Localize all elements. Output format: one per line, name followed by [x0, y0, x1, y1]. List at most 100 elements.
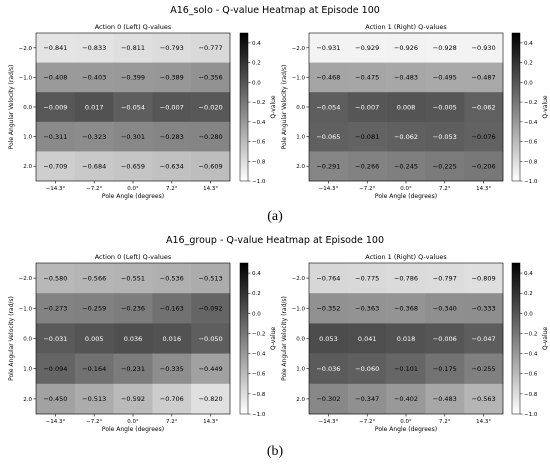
heatmap-cell — [347, 263, 387, 294]
heatmap-cell — [191, 353, 231, 385]
x-tick-label: −7.2° — [86, 186, 102, 192]
cell-value-label: −0.356 — [199, 74, 223, 82]
heatmap-cell — [152, 353, 192, 385]
heatmap-cell — [347, 323, 387, 354]
heatmap-panel: Action 1 (Right) Q-values −0.764 −0.775 −0.… — [281, 253, 549, 433]
heatmap-cell — [347, 151, 387, 182]
x-tick-label: 0.0° — [400, 186, 412, 192]
colorbar-tick-label: −0.6 — [252, 372, 266, 378]
cell-value-label: −0.311 — [43, 133, 67, 141]
heatmap-cell — [74, 323, 114, 354]
cell-value-label: −0.054 — [121, 103, 145, 111]
heatmap-cell — [191, 293, 231, 324]
colorbar-tick-label: −0.6 — [524, 372, 538, 378]
x-tick-label: −7.2° — [359, 419, 375, 425]
heatmap-cell — [464, 92, 504, 123]
heatmap-cell — [113, 293, 153, 324]
heatmap-cell — [113, 383, 153, 415]
cell-value-label: −0.551 — [121, 274, 145, 282]
heatmap-panel: Action 1 (Right) Q-values −0.931 −0.929 −0.… — [281, 23, 549, 200]
cell-value-label: −0.363 — [355, 305, 379, 313]
colorbar-tick-label: 0.4 — [524, 271, 533, 277]
cell-value-label: −0.175 — [433, 365, 457, 373]
figure-suptitle: A16_group - Q-value Heatmap at Episode 1… — [166, 235, 384, 246]
heatmap-cell — [309, 293, 349, 324]
cell-value-label: −0.062 — [394, 133, 418, 141]
cell-value-label: −0.468 — [316, 74, 340, 82]
y-tick-label: −1.0 — [19, 75, 33, 81]
cell-value-label: −0.403 — [82, 74, 106, 82]
colorbar-tick-label: −0.2 — [252, 100, 265, 106]
heatmap-cell — [425, 121, 465, 152]
cell-value-label: −0.101 — [394, 365, 418, 373]
cell-value-label: −0.065 — [316, 133, 340, 141]
heatmap-cell — [347, 293, 387, 324]
x-tick-label: 0.0° — [127, 419, 139, 425]
heatmap-cell — [36, 62, 76, 93]
cell-value-label: −0.389 — [160, 74, 184, 82]
cell-value-label: −0.513 — [82, 395, 106, 403]
cell-value-label: −0.786 — [394, 274, 418, 282]
colorbar-tick-label: −0.4 — [252, 120, 266, 126]
heatmap-cell — [36, 121, 76, 152]
y-tick-label: 2.0 — [296, 164, 305, 170]
heatmap-cell — [386, 353, 426, 385]
cell-value-label: −0.053 — [433, 133, 457, 141]
colorbar-tick-label: −0.8 — [524, 159, 538, 165]
heatmap-cell — [386, 121, 426, 152]
colorbar-tick-label: 0.2 — [524, 61, 533, 67]
cell-value-label: −0.005 — [433, 103, 457, 111]
cell-value-label: −0.323 — [82, 133, 106, 141]
cell-value-label: −0.291 — [316, 163, 340, 171]
heatmap-cell — [425, 323, 465, 354]
y-tick-label: 0.0 — [296, 337, 305, 343]
heatmap-cell — [309, 33, 349, 63]
heatmap-cell — [152, 293, 192, 324]
heatmap-cell — [36, 151, 76, 182]
heatmap-cell — [464, 323, 504, 354]
x-tick-label: 7.2° — [166, 186, 178, 192]
heatmap-cell — [36, 263, 76, 294]
heatmap-cell — [464, 263, 504, 294]
colorbar-tick-label: −0.4 — [524, 120, 538, 126]
y-tick-label: −2.0 — [19, 276, 33, 282]
x-tick-label: 0.0° — [400, 419, 412, 425]
cell-value-label: −0.659 — [121, 163, 145, 171]
cell-value-label: 0.017 — [85, 103, 104, 111]
heatmap-cell — [152, 62, 192, 93]
cell-value-label: 0.016 — [162, 335, 181, 343]
cell-value-label: 0.041 — [358, 335, 377, 343]
heatmap-cell — [425, 383, 465, 415]
cell-value-label: −0.402 — [394, 395, 418, 403]
colorbar-tick-label: 0.2 — [252, 291, 261, 297]
heatmap-cell — [36, 293, 76, 324]
heatmap-cell — [191, 383, 231, 415]
heatmap-cell — [113, 121, 153, 152]
heatmap-cell — [74, 121, 114, 152]
y-tick-label: −1.0 — [292, 75, 306, 81]
heatmap-cell — [309, 353, 349, 385]
y-tick-label: −2.0 — [292, 276, 306, 282]
heatmap-cell — [74, 353, 114, 385]
heatmap-cell — [425, 263, 465, 294]
cell-value-label: −0.280 — [199, 133, 223, 141]
cell-value-label: −0.347 — [355, 395, 379, 403]
heatmap-cell — [347, 92, 387, 123]
heatmap-cell — [309, 92, 349, 123]
y-tick-label: 2.0 — [23, 397, 32, 403]
heatmap-cell — [191, 263, 231, 294]
heatmap-cell — [309, 323, 349, 354]
heatmap-cell — [113, 353, 153, 385]
colorbar-tick-label: −0.6 — [524, 140, 538, 146]
heatmap-cell — [464, 62, 504, 93]
x-axis-label: Pole Angle (degrees) — [375, 426, 437, 433]
cell-value-label: −0.634 — [160, 163, 184, 171]
cell-value-label: −0.020 — [199, 103, 223, 111]
y-tick-label: −1.0 — [292, 306, 306, 312]
heatmap-cell — [425, 62, 465, 93]
colorbar-tick-label: 0.4 — [524, 41, 533, 47]
heatmap-cell — [309, 62, 349, 93]
colorbar — [511, 32, 521, 182]
x-tick-label: −7.2° — [359, 186, 375, 192]
heatmap-cell — [152, 151, 192, 182]
